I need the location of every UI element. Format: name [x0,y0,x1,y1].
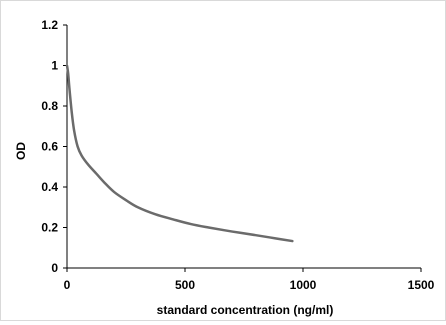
axes [66,25,421,269]
x-tick-label: 0 [64,278,71,292]
x-axis-title: standard concentration (ng/ml) [157,303,334,317]
x-tick-label: 1000 [290,278,317,292]
x-tick-label: 1500 [408,278,435,292]
y-tick-label: 0.2 [41,221,58,235]
ticks: 0 0.2 0.4 0.6 0.8 1 1.2 0 500 1000 1500 [41,18,434,292]
plot-area [65,64,294,243]
y-tick-label: 0.8 [41,99,58,113]
y-tick-label: 0.4 [41,180,58,194]
y-tick-label: 0.6 [41,140,58,154]
y-axis-title: OD [14,142,28,160]
y-tick-label: 1.2 [41,18,58,32]
y-tick-label: 0 [51,261,58,275]
od-standard-curve-chart: 0 0.2 0.4 0.6 0.8 1 1.2 0 500 1000 1500 standard c… [14,18,435,317]
series-line [65,64,294,243]
x-tick-label: 500 [175,278,195,292]
y-tick-label: 1 [51,59,58,73]
